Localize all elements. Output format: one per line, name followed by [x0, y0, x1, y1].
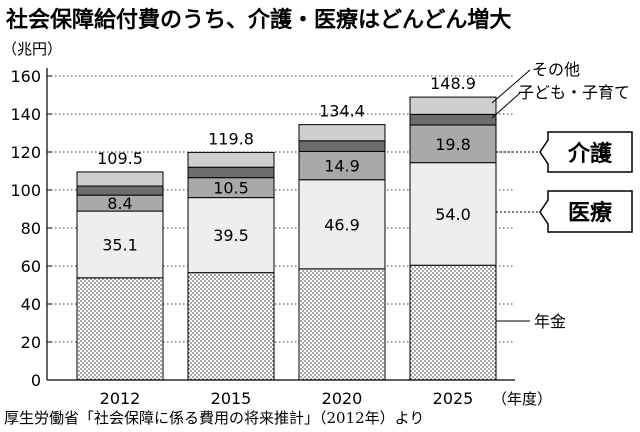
total-label: 109.5 [97, 149, 143, 168]
bar-segment-1 [76, 210, 164, 279]
callout-box-iryo [539, 190, 633, 233]
legend-kaigo: 介護 [567, 141, 613, 167]
labels: 0 20 40 60 80 100 120 140 160 （兆円） 35.1 8.4 109.5 201… [2, 40, 552, 408]
bar-segment-2 [409, 124, 497, 164]
y-tick-label: 120 [10, 143, 41, 162]
y-axis-label: （兆円） [2, 40, 62, 58]
category-label: 2015 [211, 389, 252, 408]
bar-segment-4 [409, 96, 497, 115]
bar-segment-0 [76, 277, 164, 381]
bar-segment-3 [187, 166, 275, 179]
callout-line [491, 92, 521, 119]
category-label: 2025 [433, 389, 474, 408]
segment-value-label: 14.9 [324, 157, 360, 176]
bar-segment-4 [298, 124, 386, 142]
callout-line [491, 69, 531, 104]
y-tick-label: 40 [21, 295, 41, 314]
total-label: 148.9 [430, 74, 476, 93]
bar-segment-4 [187, 151, 275, 168]
bar-segment-0 [409, 264, 497, 381]
bar-segment-3 [409, 113, 497, 126]
bar-segment-3 [298, 140, 386, 152]
y-tick-label: 140 [10, 105, 41, 124]
segment-value-label: 46.9 [324, 215, 360, 234]
segment-value-label: 35.1 [102, 235, 138, 254]
segment-value-label: 10.5 [213, 179, 249, 198]
y-tick-label: 20 [21, 333, 41, 352]
total-label: 134.4 [319, 102, 365, 121]
category-label: 2012 [100, 389, 141, 408]
source-note: 厚生労働省「社会保障に係る費用の将来推計」（2012年）より [4, 409, 425, 427]
y-tick-label: 160 [10, 67, 41, 86]
segment-value-label: 19.8 [435, 135, 471, 154]
segment-value-label: 39.5 [213, 226, 249, 245]
bar-segment-4 [76, 171, 164, 187]
legend-sonota: その他 [532, 60, 580, 79]
bar-segment-2 [298, 150, 386, 181]
y-tick-label: 100 [10, 181, 41, 200]
y-tick-label: 60 [21, 257, 41, 276]
bar-segment-0 [187, 272, 275, 381]
chart-title: 社会保障給付費のうち、介護・医療はどんどん増大 [6, 8, 512, 33]
bar-segment-0 [298, 268, 386, 381]
y-tick-label: 80 [21, 219, 41, 238]
bar-segment-1 [187, 197, 275, 274]
category-label: 2020 [322, 389, 363, 408]
y-tick-label: 0 [31, 371, 41, 390]
bar-segment-1 [298, 179, 386, 270]
bar-segment-1 [409, 162, 497, 266]
total-label: 119.8 [208, 129, 254, 148]
legend-iryo: 医療 [568, 200, 612, 226]
legend-nenkin: 年金 [534, 312, 566, 331]
bars [76, 96, 497, 381]
segment-value-label: 8.4 [107, 194, 132, 213]
legend-kodomo: 子ども・子育て [518, 83, 630, 102]
segment-value-label: 54.0 [435, 205, 471, 224]
axes [46, 68, 515, 381]
callout-box-kaigo [539, 131, 633, 173]
x-axis-label: （年度） [492, 390, 552, 408]
